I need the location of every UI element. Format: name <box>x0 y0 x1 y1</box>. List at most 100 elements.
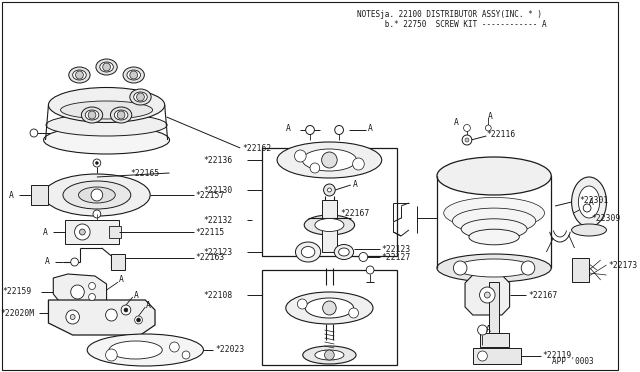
Ellipse shape <box>469 229 519 245</box>
Text: *22309: *22309 <box>591 214 620 222</box>
Bar <box>572 258 589 282</box>
Circle shape <box>462 135 472 145</box>
Text: NOTESja. 22100 DISTRIBUTOR ASSY(INC. * ): NOTESja. 22100 DISTRIBUTOR ASSY(INC. * ) <box>356 10 541 19</box>
Text: *22167: *22167 <box>528 291 557 299</box>
Circle shape <box>359 253 367 262</box>
Ellipse shape <box>79 187 115 203</box>
Circle shape <box>322 152 337 168</box>
Text: A: A <box>589 198 594 206</box>
Circle shape <box>366 266 374 274</box>
Text: A: A <box>147 301 151 310</box>
Ellipse shape <box>437 157 551 195</box>
Circle shape <box>124 308 128 312</box>
Circle shape <box>89 294 95 301</box>
Ellipse shape <box>455 259 533 277</box>
Ellipse shape <box>87 334 204 366</box>
Circle shape <box>477 351 487 361</box>
Circle shape <box>121 305 131 315</box>
Text: *22301: *22301 <box>579 196 609 205</box>
Text: A: A <box>368 124 373 132</box>
Text: A: A <box>454 118 460 126</box>
Circle shape <box>294 150 306 162</box>
Ellipse shape <box>134 92 147 102</box>
Ellipse shape <box>44 126 170 154</box>
Bar <box>109 226 121 238</box>
Circle shape <box>102 63 111 71</box>
Ellipse shape <box>579 186 600 218</box>
Circle shape <box>170 342 179 352</box>
Bar <box>473 348 521 364</box>
Text: *22123: *22123 <box>204 247 233 257</box>
Ellipse shape <box>100 62 113 72</box>
Ellipse shape <box>123 67 145 83</box>
Bar <box>489 282 499 337</box>
Circle shape <box>88 111 96 119</box>
Polygon shape <box>53 274 107 308</box>
Ellipse shape <box>115 110 128 120</box>
Circle shape <box>182 351 190 359</box>
Text: *22115: *22115 <box>196 228 225 237</box>
Circle shape <box>75 224 90 240</box>
Circle shape <box>76 71 83 79</box>
Circle shape <box>298 299 307 309</box>
Ellipse shape <box>49 87 164 122</box>
Ellipse shape <box>44 174 150 216</box>
Text: A: A <box>486 326 492 334</box>
Circle shape <box>310 163 320 173</box>
Ellipse shape <box>315 218 344 231</box>
Ellipse shape <box>73 70 86 80</box>
Ellipse shape <box>127 70 141 80</box>
Bar <box>65 220 119 244</box>
Ellipse shape <box>444 198 545 229</box>
Bar <box>322 200 337 252</box>
Ellipse shape <box>301 247 315 257</box>
Ellipse shape <box>572 177 607 227</box>
Circle shape <box>95 161 99 164</box>
Ellipse shape <box>68 67 90 83</box>
Ellipse shape <box>130 89 151 105</box>
Text: *22157: *22157 <box>196 190 225 199</box>
Ellipse shape <box>109 341 163 359</box>
Circle shape <box>324 184 335 196</box>
Text: A: A <box>119 276 124 285</box>
Ellipse shape <box>96 59 117 75</box>
Bar <box>111 254 125 270</box>
Ellipse shape <box>303 346 356 364</box>
Ellipse shape <box>572 224 607 236</box>
Ellipse shape <box>61 101 152 119</box>
Circle shape <box>117 111 125 119</box>
Circle shape <box>324 350 334 360</box>
Ellipse shape <box>461 219 527 239</box>
Ellipse shape <box>81 107 102 123</box>
Polygon shape <box>465 275 509 315</box>
Circle shape <box>30 129 38 137</box>
Text: *22116: *22116 <box>486 129 516 138</box>
Polygon shape <box>49 300 155 335</box>
Ellipse shape <box>46 114 167 136</box>
Ellipse shape <box>305 298 354 318</box>
Text: *22123: *22123 <box>381 244 411 253</box>
Circle shape <box>521 261 535 275</box>
Text: *22165: *22165 <box>131 169 160 177</box>
Circle shape <box>130 71 138 79</box>
Text: *22130: *22130 <box>204 186 233 195</box>
Ellipse shape <box>286 292 373 324</box>
Circle shape <box>353 158 364 170</box>
Ellipse shape <box>334 244 354 260</box>
Text: APP '0003: APP '0003 <box>552 357 594 366</box>
Circle shape <box>323 301 336 315</box>
Circle shape <box>136 93 145 101</box>
Circle shape <box>89 282 95 289</box>
Circle shape <box>71 258 79 266</box>
Circle shape <box>136 318 141 322</box>
Text: *22108: *22108 <box>204 291 233 299</box>
Text: *22127: *22127 <box>381 253 411 262</box>
Text: A: A <box>9 190 13 199</box>
Text: *22020M: *22020M <box>0 308 34 317</box>
Ellipse shape <box>339 248 349 256</box>
Circle shape <box>479 287 495 303</box>
Circle shape <box>71 285 84 299</box>
Text: A: A <box>488 112 493 121</box>
Ellipse shape <box>277 142 381 178</box>
Text: A: A <box>45 257 49 266</box>
